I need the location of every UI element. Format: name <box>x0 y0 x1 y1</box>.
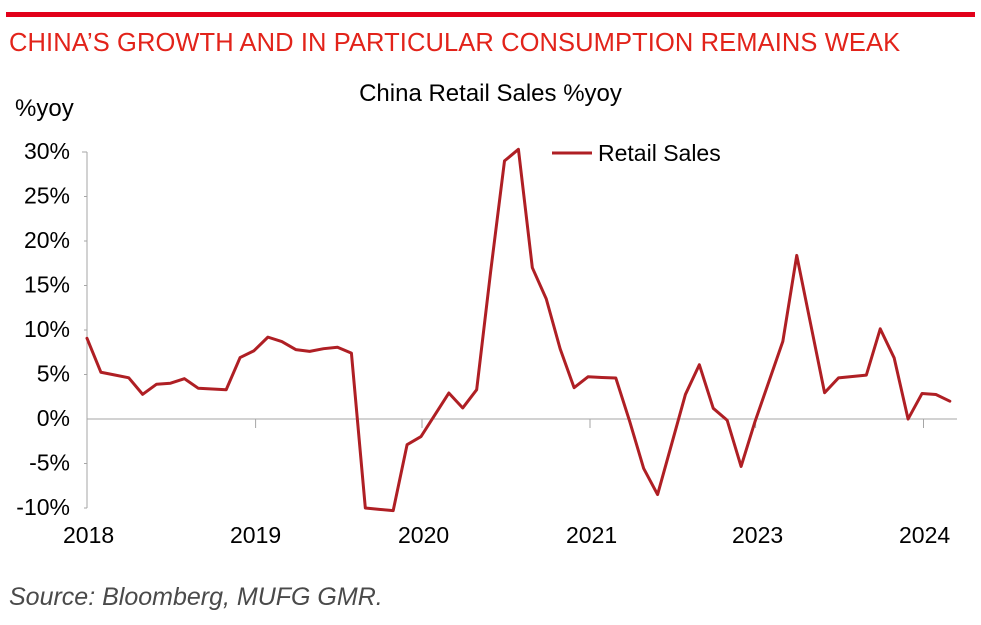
svg-text:10%: 10% <box>24 316 70 342</box>
svg-text:2024: 2024 <box>899 522 950 548</box>
svg-text:30%: 30% <box>24 138 70 164</box>
svg-text:15%: 15% <box>24 272 70 298</box>
svg-text:2019: 2019 <box>230 522 281 548</box>
svg-text:2023: 2023 <box>732 522 783 548</box>
svg-text:0%: 0% <box>37 405 70 431</box>
svg-text:2020: 2020 <box>398 522 449 548</box>
svg-text:2018: 2018 <box>63 522 114 548</box>
svg-text:5%: 5% <box>37 361 70 387</box>
svg-text:2021: 2021 <box>566 522 617 548</box>
svg-text:25%: 25% <box>24 183 70 209</box>
svg-text:Retail Sales: Retail Sales <box>598 140 721 166</box>
svg-text:-10%: -10% <box>16 494 70 520</box>
svg-text:-5%: -5% <box>29 450 70 476</box>
svg-text:20%: 20% <box>24 227 70 253</box>
